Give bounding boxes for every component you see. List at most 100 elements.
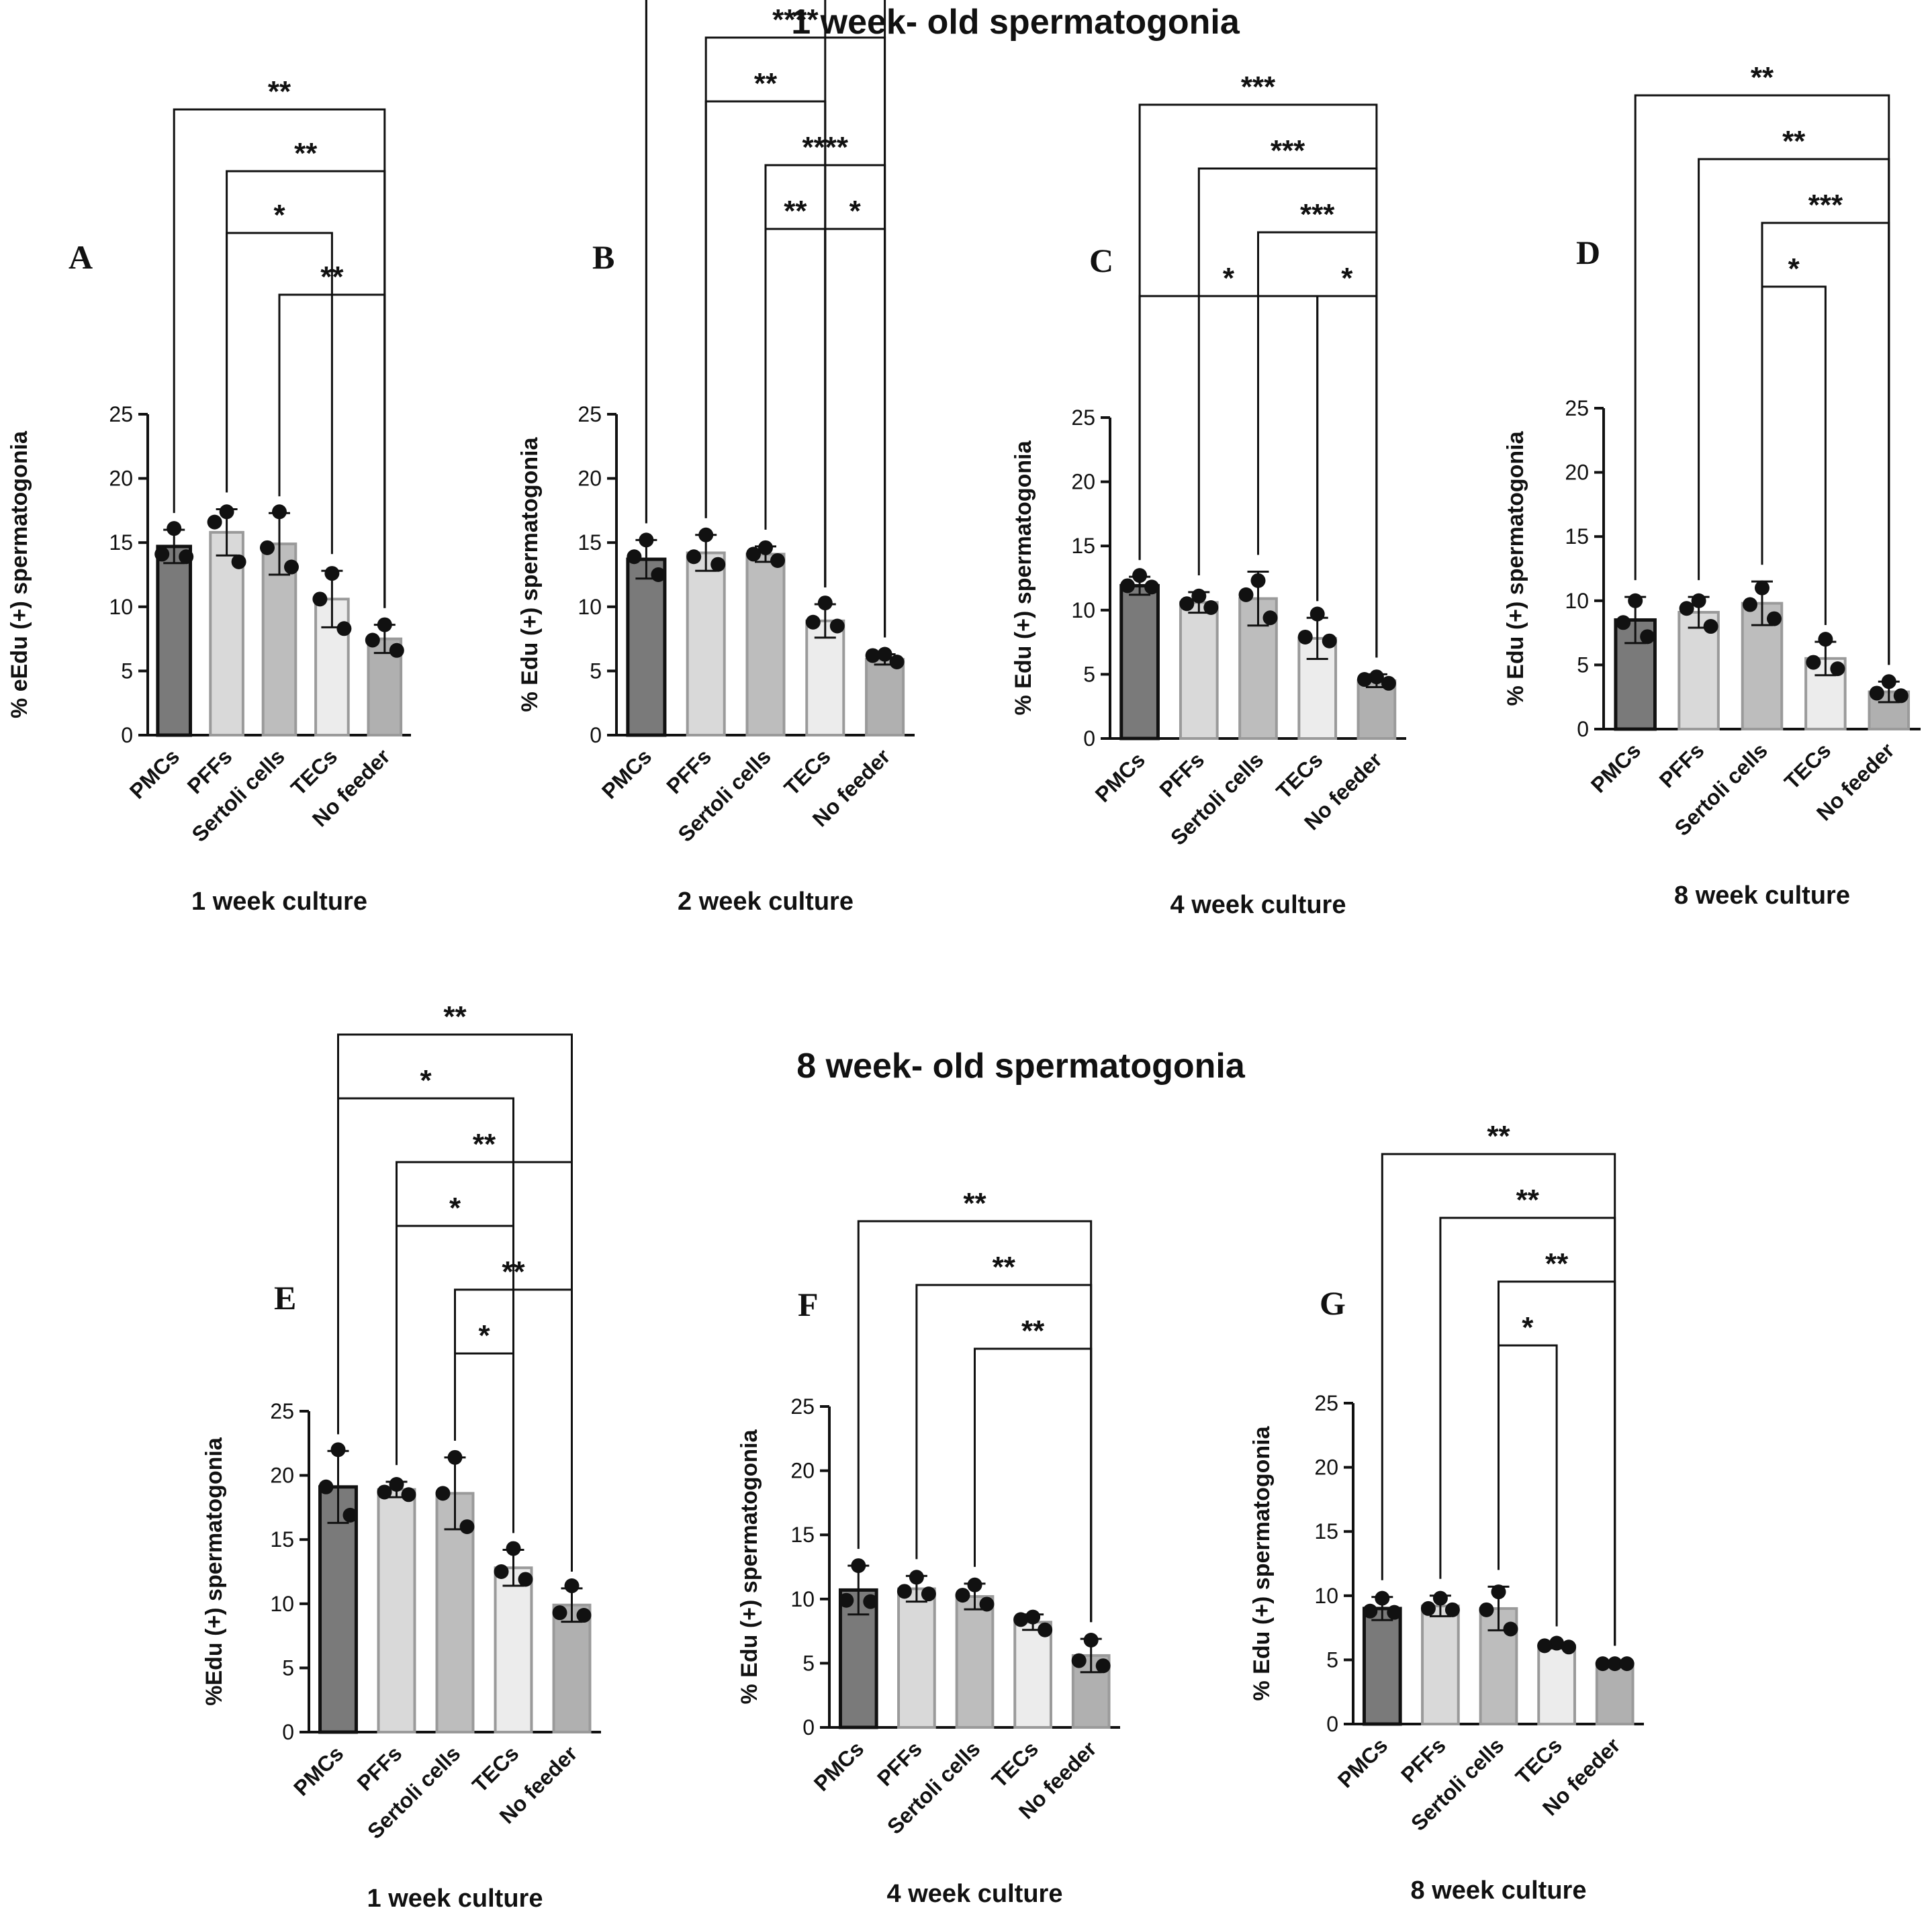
bar-tecs bbox=[805, 619, 845, 736]
x-axis-title: 1 week culture bbox=[367, 1885, 543, 1908]
data-point bbox=[1250, 573, 1266, 588]
significance-label: ** bbox=[1516, 1184, 1540, 1217]
significance-label: * bbox=[478, 1319, 490, 1352]
data-point bbox=[1025, 1609, 1041, 1625]
data-point bbox=[377, 1484, 392, 1500]
significance-label: ** bbox=[320, 260, 344, 293]
data-point bbox=[865, 648, 880, 663]
bar-pmcs bbox=[626, 557, 667, 737]
significance-label: ** bbox=[502, 1255, 525, 1288]
data-point bbox=[219, 504, 234, 520]
significance-bracket bbox=[645, 0, 827, 587]
significance-bracket bbox=[764, 228, 827, 587]
bar-sertoli-cells bbox=[955, 1594, 995, 1729]
y-tick-label: 10 bbox=[270, 1592, 294, 1616]
data-point bbox=[1616, 615, 1631, 630]
data-point bbox=[805, 614, 821, 630]
data-point bbox=[1491, 1584, 1506, 1600]
x-axis-title: 4 week culture bbox=[1170, 891, 1346, 919]
y-tick-label: 5 bbox=[1083, 662, 1095, 686]
x-tick-label: PFFs bbox=[872, 1736, 927, 1791]
data-point bbox=[318, 1479, 334, 1494]
x-tick-label: PFFs bbox=[353, 1741, 407, 1795]
data-point bbox=[284, 559, 299, 575]
x-tick-label: PFFs bbox=[661, 744, 716, 798]
data-point bbox=[389, 642, 404, 658]
y-tick-label: 15 bbox=[270, 1527, 294, 1552]
significance-bracket bbox=[1138, 295, 1319, 602]
data-point bbox=[260, 540, 275, 555]
data-point bbox=[1095, 1658, 1111, 1674]
data-point bbox=[447, 1449, 463, 1465]
bar-pffs bbox=[1179, 601, 1219, 740]
data-point bbox=[1479, 1602, 1494, 1617]
data-point bbox=[758, 540, 773, 555]
data-point bbox=[1238, 587, 1254, 602]
data-point bbox=[909, 1570, 924, 1585]
significance-label: *** bbox=[1808, 189, 1843, 222]
y-tick-label: 5 bbox=[121, 659, 133, 683]
data-point bbox=[896, 1584, 912, 1599]
bar-no-feeder bbox=[552, 1603, 592, 1733]
data-point bbox=[324, 566, 340, 581]
significance-bracket bbox=[337, 1097, 514, 1533]
y-tick-label: 20 bbox=[270, 1464, 294, 1488]
y-tick-label: 25 bbox=[1565, 396, 1589, 420]
data-point bbox=[506, 1541, 521, 1556]
panel-letter: G bbox=[1320, 1284, 1346, 1322]
data-point bbox=[1262, 610, 1278, 626]
x-axis-title: 1 week culture bbox=[191, 888, 367, 916]
significance-bracket bbox=[226, 170, 386, 608]
y-tick-label: 15 bbox=[109, 530, 133, 555]
panel-g: G 0 5 10 15 20 25 % Edu (+) spermatogonia PMCs PF… bbox=[1249, 1120, 1644, 1905]
data-point bbox=[154, 546, 170, 562]
significance-label: * bbox=[273, 199, 285, 232]
bar-pmcs bbox=[1362, 1607, 1402, 1726]
significance-label: * bbox=[1223, 262, 1235, 295]
data-point bbox=[1691, 593, 1706, 608]
bar-tecs bbox=[494, 1566, 533, 1733]
data-point bbox=[231, 554, 246, 569]
x-tick-label: TECs bbox=[1511, 1733, 1567, 1788]
data-point bbox=[1381, 675, 1396, 691]
significance-label: *** bbox=[1271, 134, 1305, 167]
y-axis-label: % Edu (+) spermatogonia bbox=[1249, 1425, 1275, 1701]
data-point bbox=[639, 532, 654, 548]
data-point bbox=[518, 1572, 533, 1587]
section-title-1: 1 week- old spermatogonia bbox=[791, 3, 1240, 42]
data-point bbox=[1191, 588, 1207, 604]
data-point bbox=[167, 521, 182, 536]
data-point bbox=[207, 514, 222, 530]
data-point bbox=[1818, 632, 1833, 647]
data-point bbox=[1297, 629, 1313, 645]
bar-pffs bbox=[1421, 1605, 1460, 1725]
y-tick-label: 20 bbox=[109, 467, 133, 491]
significance-bracket bbox=[1316, 295, 1378, 658]
y-tick-label: 15 bbox=[1071, 534, 1095, 558]
bar-sertoli-cells bbox=[261, 542, 297, 736]
significance-bracket bbox=[1498, 1344, 1558, 1627]
y-tick-label: 20 bbox=[1314, 1456, 1338, 1480]
x-tick-label: PFFs bbox=[1396, 1733, 1451, 1787]
data-point bbox=[1619, 1656, 1635, 1672]
y-tick-label: 20 bbox=[1071, 470, 1095, 494]
significance-bracket bbox=[1761, 285, 1827, 625]
significance-label: ** bbox=[963, 1187, 986, 1220]
data-point bbox=[401, 1487, 416, 1502]
bar-no-feeder bbox=[1595, 1662, 1635, 1725]
bar-tecs bbox=[1013, 1621, 1052, 1729]
data-point bbox=[576, 1608, 592, 1623]
y-tick-label: 25 bbox=[1314, 1391, 1338, 1415]
y-tick-label: 5 bbox=[590, 659, 602, 683]
y-tick-label: 20 bbox=[790, 1459, 815, 1483]
y-tick-label: 5 bbox=[282, 1656, 294, 1680]
y-tick-label: 10 bbox=[109, 595, 133, 619]
data-point bbox=[1679, 601, 1694, 616]
panel-f: F 0 5 10 15 20 25 % Edu (+) spermatogonia PMCs PF… bbox=[737, 1187, 1120, 1908]
data-point bbox=[1607, 1656, 1622, 1672]
significance-label: ** bbox=[1021, 1315, 1045, 1347]
significance-label: * bbox=[1788, 252, 1800, 285]
data-point bbox=[1132, 568, 1148, 583]
y-tick-label: 10 bbox=[1314, 1584, 1338, 1608]
